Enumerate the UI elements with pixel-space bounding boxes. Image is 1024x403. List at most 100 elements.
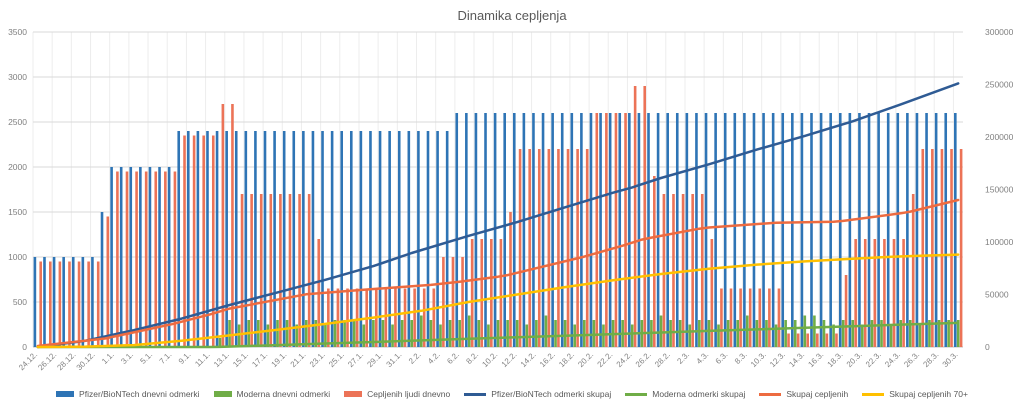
- svg-text:150000: 150000: [985, 185, 1014, 195]
- svg-text:2.2.: 2.2.: [407, 350, 423, 366]
- svg-text:24.2.: 24.2.: [615, 350, 634, 369]
- vertical-gridlines: [32, 32, 954, 347]
- bars-pfizer-biontech-dnevni-odmerki: [33, 113, 957, 347]
- svg-text:0: 0: [985, 342, 990, 352]
- svg-text:3.1.: 3.1.: [119, 350, 135, 366]
- svg-text:30.3.: 30.3.: [941, 350, 960, 369]
- svg-text:21.1.: 21.1.: [289, 350, 308, 369]
- legend-label: Cepljenih ljudi dnevno: [367, 389, 451, 399]
- legend-item-skupaj-cepljenih-70: Skupaj cepljenih 70+: [862, 389, 968, 399]
- svg-text:25.1.: 25.1.: [327, 350, 346, 369]
- horizontal-gridlines: [33, 31, 963, 348]
- line-pfizer-biontech-odmerki-skupaj: [36, 82, 960, 349]
- legend-label: Pfizer/BioNTech dnevni odmerki: [79, 389, 200, 399]
- line-swatch-pfizer-biontech-odmerki-skupaj: [464, 392, 487, 396]
- svg-text:28.2.: 28.2.: [653, 350, 672, 369]
- svg-text:26.2.: 26.2.: [634, 350, 653, 369]
- svg-text:22.3.: 22.3.: [864, 350, 883, 369]
- svg-text:2000: 2000: [8, 162, 27, 172]
- svg-text:14.3.: 14.3.: [787, 350, 806, 369]
- legend-item-moderna-odmerki-skupaj: Moderna odmerki skupaj: [625, 389, 745, 399]
- svg-text:22.2.: 22.2.: [596, 350, 615, 369]
- legend-label: Skupaj cepljenih 70+: [889, 389, 968, 399]
- legend-label: Moderna odmerki skupaj: [652, 389, 746, 399]
- svg-text:1500: 1500: [8, 207, 27, 217]
- svg-text:4.3.: 4.3.: [695, 350, 711, 366]
- svg-text:12.3.: 12.3.: [768, 350, 787, 369]
- svg-text:16.2.: 16.2.: [538, 350, 557, 369]
- legend-item-pfizer-biontech-odmerki-skupaj: Pfizer/BioNTech odmerki skupaj: [464, 389, 611, 399]
- svg-text:8.2.: 8.2.: [464, 350, 480, 366]
- svg-text:18.3.: 18.3.: [826, 350, 845, 369]
- svg-text:5.1.: 5.1.: [138, 350, 154, 366]
- legend-item-pfizer-biontech-dnevni-odmerki: Pfizer/BioNTech dnevni odmerki: [56, 389, 200, 399]
- svg-text:8.3.: 8.3.: [733, 350, 749, 366]
- left-axis-labels: 0 500 1000 1500 2000 2500 3000 3500: [8, 27, 27, 352]
- svg-text:0: 0: [22, 342, 27, 352]
- svg-text:13.1.: 13.1.: [212, 350, 231, 369]
- svg-text:24.3.: 24.3.: [883, 350, 902, 369]
- svg-text:1.1.: 1.1.: [100, 350, 116, 366]
- line-moderna-odmerki-skupaj: [36, 321, 960, 349]
- svg-text:28.12.: 28.12.: [55, 350, 77, 372]
- svg-text:18.2.: 18.2.: [557, 350, 576, 369]
- svg-text:16.3.: 16.3.: [806, 350, 825, 369]
- legend-label: Skupaj cepljenih: [786, 389, 849, 399]
- svg-text:9.1.: 9.1.: [177, 350, 193, 366]
- svg-text:200000: 200000: [985, 132, 1014, 142]
- bars-cepljenih-ljudi-dnevno: [39, 86, 963, 347]
- svg-text:500: 500: [13, 297, 27, 307]
- legend-label: Pfizer/BioNTech odmerki skupaj: [491, 389, 612, 399]
- bar-swatch-cepljenih-ljudi-dnevno: [344, 391, 363, 397]
- chart-title: Dinamika cepljenja: [457, 8, 567, 23]
- svg-text:300000: 300000: [985, 27, 1014, 37]
- legend-item-moderna-dnevni-odmerki: Moderna dnevni odmerki: [213, 389, 331, 399]
- svg-text:20.3.: 20.3.: [845, 350, 864, 369]
- line-skupaj-cepljenih: [36, 198, 960, 348]
- svg-text:26.3.: 26.3.: [902, 350, 921, 369]
- svg-text:10.2.: 10.2.: [480, 350, 499, 369]
- svg-text:50000: 50000: [985, 290, 1009, 300]
- line-swatch-skupaj-cepljenih-70: [862, 392, 885, 396]
- svg-text:19.1.: 19.1.: [270, 350, 289, 369]
- line-swatch-moderna-odmerki-skupaj: [625, 392, 648, 396]
- svg-text:10.3.: 10.3.: [749, 350, 768, 369]
- right-axis-labels: 0 50000 100000 150000 200000 250000 300000: [985, 27, 1014, 352]
- svg-text:11.1.: 11.1.: [193, 350, 212, 369]
- legend-label: Moderna dnevni odmerki: [236, 389, 331, 399]
- bar-swatch-moderna-dnevni-odmerki: [213, 391, 232, 397]
- svg-text:6.2.: 6.2.: [445, 350, 461, 366]
- svg-text:12.2.: 12.2.: [500, 350, 519, 369]
- legend-item-cepljenih-ljudi-dnevno: Cepljenih ljudi dnevno: [344, 389, 450, 399]
- svg-text:2.3.: 2.3.: [675, 350, 691, 366]
- line-swatch-skupaj-cepljenih: [759, 392, 782, 396]
- svg-text:26.12.: 26.12.: [36, 350, 58, 372]
- svg-text:3000: 3000: [8, 72, 27, 82]
- svg-text:20.2.: 20.2.: [576, 350, 595, 369]
- svg-text:30.12.: 30.12.: [75, 350, 97, 372]
- svg-text:24.12.: 24.12.: [17, 350, 39, 372]
- svg-text:23.1.: 23.1.: [308, 350, 327, 369]
- svg-text:100000: 100000: [985, 237, 1014, 247]
- line-skupaj-cepljenih-70: [36, 253, 960, 349]
- svg-text:6.3.: 6.3.: [714, 350, 730, 366]
- svg-text:28.3.: 28.3.: [921, 350, 940, 369]
- svg-text:4.2.: 4.2.: [426, 350, 442, 366]
- legend-item-skupaj-cepljenih: Skupaj cepljenih: [759, 389, 848, 399]
- svg-text:15.1.: 15.1.: [231, 350, 250, 369]
- svg-text:2500: 2500: [8, 117, 27, 127]
- svg-text:31.1.: 31.1.: [385, 350, 404, 369]
- x-axis-labels: 24.12.26.12.28.12.30.12. 1.1. 3.1. 5.1. 7.1.…: [17, 350, 960, 372]
- svg-text:14.2.: 14.2.: [519, 350, 538, 369]
- svg-text:29.1.: 29.1.: [365, 350, 384, 369]
- svg-text:3500: 3500: [8, 27, 27, 37]
- chart-legend: Pfizer/BioNTech dnevni odmerki Moderna dn…: [0, 389, 1024, 399]
- bar-swatch-pfizer-biontech-dnevni-odmerki: [56, 391, 75, 397]
- svg-text:27.1.: 27.1.: [346, 350, 365, 369]
- svg-text:7.1.: 7.1.: [158, 350, 174, 366]
- svg-text:17.1.: 17.1.: [250, 350, 269, 369]
- svg-text:250000: 250000: [985, 80, 1014, 90]
- svg-text:1000: 1000: [8, 252, 27, 262]
